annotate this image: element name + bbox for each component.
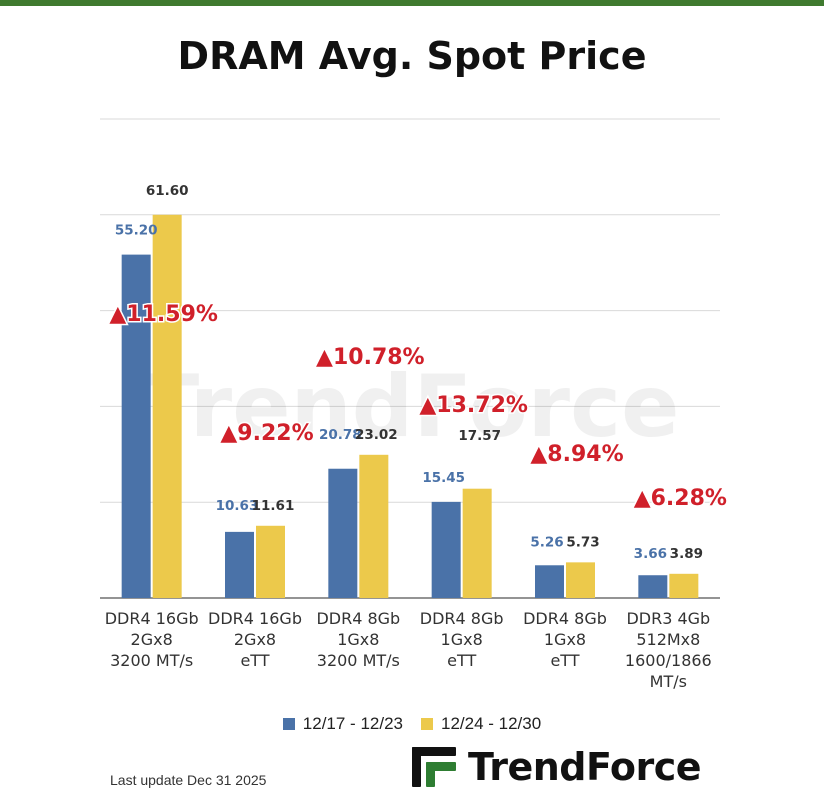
trendforce-logo-icon (412, 747, 456, 787)
data-label-series-1: 55.20 (115, 223, 158, 239)
bar-series-2 (462, 488, 492, 598)
x-tick-label: 512Mx8 (636, 630, 700, 649)
bar-series-2 (359, 454, 389, 598)
x-tick-label: DDR4 16Gb (105, 609, 199, 628)
bar-series-2 (566, 562, 595, 598)
x-tick-label: eTT (240, 651, 269, 670)
x-tick-label: DDR4 8Gb (420, 609, 504, 628)
x-tick-label: DDR3 4Gb (626, 609, 710, 628)
data-label-series-1: 3.66 (634, 546, 667, 562)
x-tick-label: eTT (447, 651, 476, 670)
bar-series-2 (152, 214, 182, 599)
change-annotation: ▲9.22% (220, 421, 313, 446)
x-tick-label: 1Gx8 (441, 630, 483, 649)
x-tick-label: 3200 MT/s (317, 651, 400, 670)
bar-series-1 (535, 565, 564, 598)
x-tick-label: MT/s (650, 672, 687, 691)
data-label-series-1: 10.63 (216, 498, 259, 514)
last-update-text: Last update Dec 31 2025 (110, 772, 267, 788)
bar-series-1 (225, 531, 254, 598)
chart-title: DRAM Avg. Spot Price (177, 34, 647, 78)
x-tick-label: DDR4 8Gb (316, 609, 400, 628)
brand-logo: TrendForce (412, 742, 702, 792)
legend-item-series-1: 12/17 - 12/23 (282, 714, 403, 734)
change-annotation: ▲10.78% (316, 345, 425, 370)
data-label-series-2: 23.02 (355, 427, 398, 443)
data-label-series-1: 5.26 (530, 534, 563, 550)
bar-series-2 (256, 525, 285, 598)
change-annotation: ▲11.59% (109, 302, 218, 327)
bar-series-1 (328, 468, 358, 598)
legend-swatch-series-1 (282, 718, 295, 730)
brand-name: TrendForce (468, 745, 702, 789)
x-tick-label: 1Gx8 (544, 630, 586, 649)
data-label-series-2: 3.89 (670, 546, 703, 562)
change-annotation: ▲13.72% (419, 393, 528, 418)
legend-item-series-2: 12/24 - 12/30 (421, 714, 541, 734)
watermark-text: TrendForce (141, 357, 680, 457)
data-label-series-1: 20.78 (319, 427, 362, 443)
bar-series-1 (638, 575, 668, 598)
data-label-series-2: 17.57 (458, 428, 501, 444)
x-tick-label: eTT (550, 651, 579, 670)
x-tick-label: 2Gx8 (234, 630, 276, 649)
legend-swatch-series-2 (421, 718, 433, 730)
data-label-series-2: 5.73 (566, 534, 599, 550)
x-tick-label: DDR4 16Gb (208, 609, 302, 628)
legend-label-series-1: 12/17 - 12/23 (302, 714, 403, 733)
change-annotation: ▲8.94% (530, 442, 623, 467)
data-label-series-2: 11.61 (252, 498, 295, 514)
top-accent-bar (0, 0, 824, 6)
legend-label-series-2: 12/24 - 12/30 (441, 714, 542, 733)
x-tick-label: DDR4 8Gb (523, 609, 607, 628)
data-label-series-2: 61.60 (146, 183, 189, 199)
bar-series-1 (431, 501, 461, 598)
x-tick-label: 3200 MT/s (110, 651, 193, 670)
bar-series-2 (669, 573, 699, 598)
x-tick-label: 1600/1866 (625, 651, 712, 670)
chart-legend: 12/17 - 12/23 12/24 - 12/30 (0, 714, 824, 734)
change-annotation: ▲6.28% (634, 486, 727, 511)
x-tick-label: 2Gx8 (131, 630, 173, 649)
data-label-series-1: 15.45 (422, 470, 465, 486)
bar-series-1 (121, 254, 151, 599)
x-tick-label: 1Gx8 (337, 630, 379, 649)
